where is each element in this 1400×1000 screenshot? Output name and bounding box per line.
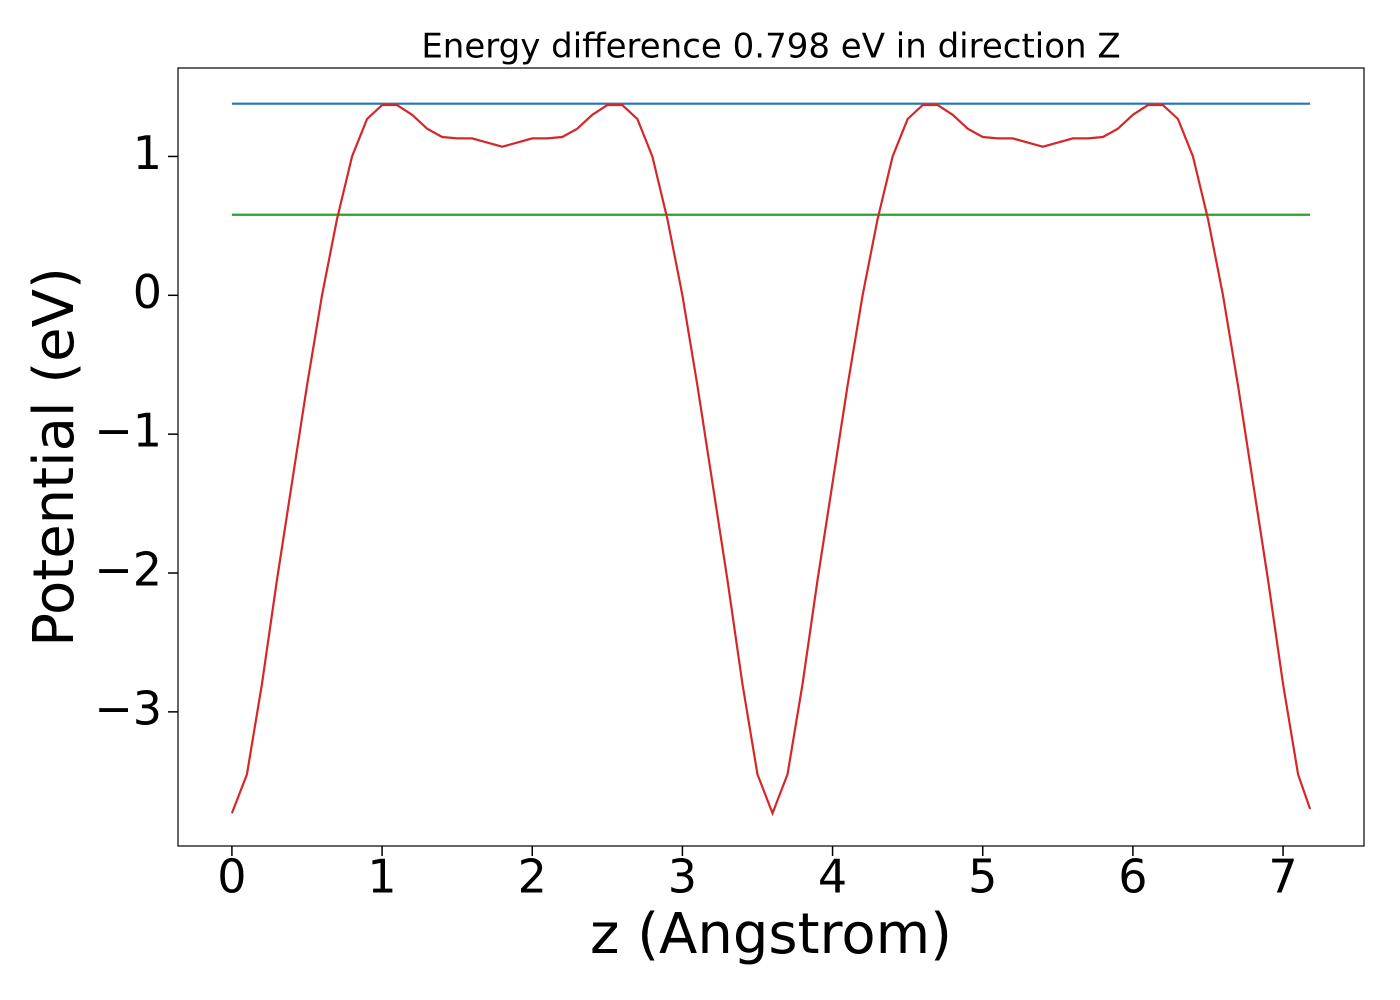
x-tick-label: 3 bbox=[668, 850, 697, 904]
x-tick-label: 1 bbox=[367, 850, 396, 904]
x-axis-label: z (Angstrom) bbox=[590, 902, 952, 967]
y-tick-label: −1 bbox=[94, 404, 162, 458]
y-tick-label: −3 bbox=[94, 681, 162, 735]
y-tick-label: 0 bbox=[133, 265, 162, 319]
x-tick-label: 5 bbox=[968, 850, 997, 904]
chart-title: Energy difference 0.798 eV in direction … bbox=[421, 27, 1120, 67]
y-axis-label: Potential (eV) bbox=[22, 267, 87, 647]
x-tick-label: 4 bbox=[818, 850, 847, 904]
x-tick-label: 2 bbox=[518, 850, 547, 904]
y-tick-label: −2 bbox=[94, 543, 162, 597]
plot-frame bbox=[177, 67, 1365, 847]
x-tick-label: 6 bbox=[1118, 850, 1147, 904]
x-tick-label: 0 bbox=[217, 850, 246, 904]
y-tick-label: 1 bbox=[133, 126, 162, 180]
x-tick-label: 7 bbox=[1268, 850, 1297, 904]
data-line bbox=[230, 103, 1312, 817]
